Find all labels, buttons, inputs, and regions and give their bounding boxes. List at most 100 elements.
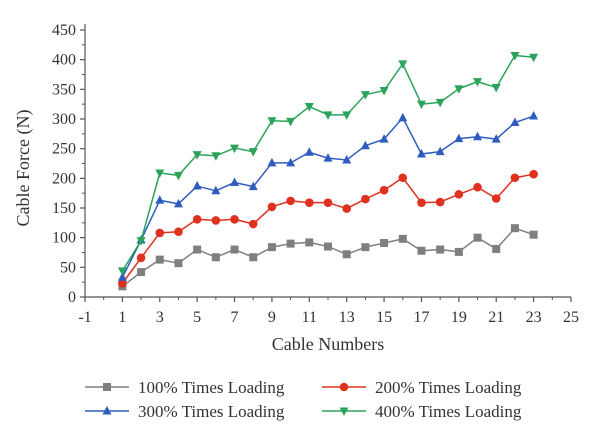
data-point xyxy=(417,198,426,207)
data-point xyxy=(230,144,240,154)
y-tick-label: 350 xyxy=(52,81,76,98)
legend-marker xyxy=(102,406,112,415)
data-point xyxy=(248,148,258,157)
data-point xyxy=(211,152,221,161)
data-point xyxy=(416,100,426,110)
x-tick-label: 17 xyxy=(413,309,429,326)
data-point xyxy=(342,204,351,213)
data-point xyxy=(117,267,127,276)
data-point xyxy=(174,259,183,268)
data-point xyxy=(155,228,165,238)
x-tick-label: 25 xyxy=(563,309,579,326)
legend-label: 300% Times Loading xyxy=(138,402,285,421)
data-point xyxy=(192,214,202,224)
data-point xyxy=(230,177,240,186)
legend-item: 400% Times Loading xyxy=(322,402,522,421)
data-point xyxy=(529,53,539,63)
y-tick-label: 100 xyxy=(52,230,76,247)
legend-item: 300% Times Loading xyxy=(85,402,285,421)
data-point xyxy=(510,117,520,127)
data-point xyxy=(118,279,127,288)
x-tick-label: 3 xyxy=(156,309,164,326)
data-point xyxy=(323,153,333,162)
data-point xyxy=(435,98,445,108)
data-point xyxy=(174,227,183,237)
series-line xyxy=(121,173,534,284)
data-point xyxy=(436,245,445,254)
data-point xyxy=(267,202,277,212)
data-point xyxy=(454,85,464,94)
data-point xyxy=(473,233,482,242)
data-point xyxy=(248,181,258,191)
y-tick-label: 150 xyxy=(52,200,76,217)
data-point xyxy=(136,253,146,263)
legend-label: 400% Times Loading xyxy=(375,402,522,421)
legend-marker xyxy=(103,383,111,391)
data-point xyxy=(286,196,295,206)
y-tick-label: 450 xyxy=(52,22,76,39)
data-point xyxy=(473,131,483,141)
data-point xyxy=(510,173,520,183)
y-tick-label: 400 xyxy=(52,52,76,69)
data-point xyxy=(379,87,389,96)
data-point xyxy=(529,169,538,179)
data-point xyxy=(342,250,351,259)
data-point xyxy=(454,133,464,143)
data-point xyxy=(435,146,445,156)
series-line xyxy=(121,227,534,287)
data-point xyxy=(491,134,501,143)
legend-marker xyxy=(339,382,349,392)
data-point xyxy=(491,84,501,93)
data-point xyxy=(529,111,539,120)
data-point xyxy=(155,255,164,264)
data-point xyxy=(360,140,370,150)
data-point xyxy=(137,268,146,277)
data-point xyxy=(473,78,483,87)
data-point xyxy=(473,182,482,192)
data-point xyxy=(249,253,258,262)
data-point xyxy=(416,149,426,158)
y-tick-label: 200 xyxy=(52,170,76,187)
data-point xyxy=(267,243,276,252)
data-point xyxy=(267,157,277,167)
data-point xyxy=(305,238,314,247)
legend-label: 100% Times Loading xyxy=(138,378,285,397)
data-point xyxy=(155,169,165,178)
series-3 xyxy=(117,111,539,281)
y-tick-label: 250 xyxy=(52,141,76,158)
data-point xyxy=(305,198,314,207)
y-tick-label: 50 xyxy=(60,259,76,276)
data-point xyxy=(230,214,239,224)
data-point xyxy=(155,195,165,204)
data-point xyxy=(398,60,408,69)
legend-item: 100% Times Loading xyxy=(85,378,285,397)
plot-area xyxy=(117,52,539,291)
legend: 100% Times Loading 200% Times Loading 300%… xyxy=(85,378,522,421)
series-line xyxy=(121,54,534,272)
x-tick-label: 5 xyxy=(193,309,201,326)
data-point xyxy=(304,103,314,112)
data-point xyxy=(529,230,538,239)
data-point xyxy=(211,216,221,225)
x-tick-label: 11 xyxy=(302,309,317,326)
data-point xyxy=(360,91,370,100)
data-point xyxy=(211,253,220,262)
x-tick-label: -1 xyxy=(78,309,91,326)
y-tick-label: 0 xyxy=(68,289,76,306)
data-point xyxy=(379,185,389,195)
data-point xyxy=(454,247,463,256)
data-point xyxy=(342,154,352,164)
series-2 xyxy=(118,169,538,288)
data-point xyxy=(211,185,221,195)
x-tick-label: 15 xyxy=(376,309,392,326)
data-point xyxy=(454,190,464,199)
x-tick-label: 19 xyxy=(451,309,467,326)
data-point xyxy=(492,244,501,253)
x-tick-label: 1 xyxy=(118,309,126,326)
x-axis-title: Cable Numbers xyxy=(272,334,384,354)
data-point xyxy=(323,111,333,120)
data-point xyxy=(417,246,426,255)
data-point xyxy=(398,234,407,243)
legend-label: 200% Times Loading xyxy=(375,378,522,397)
